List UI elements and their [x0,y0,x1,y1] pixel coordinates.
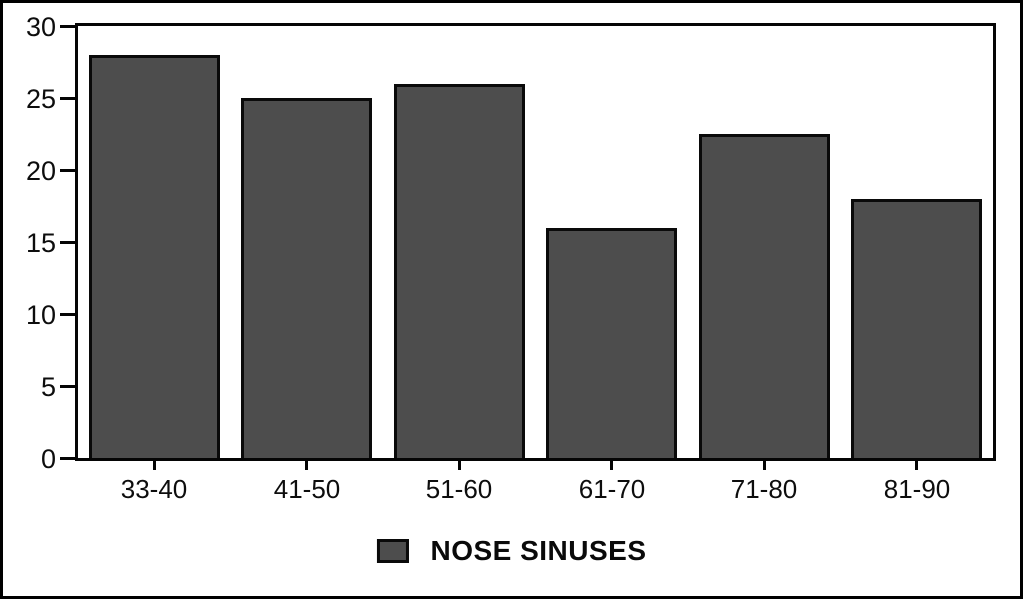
plot-area: 0 5 10 15 20 25 30 33-40 41-50 51-60 61-70 71-80 81-… [26,14,996,502]
y-tick-mark-25 [60,97,75,100]
y-tick-mark-15 [60,241,75,244]
legend-label: NOSE SINUSES [430,535,647,566]
bar-51-60 [394,84,525,458]
bar-61-70 [546,228,677,458]
y-tick-label-5: 5 [40,372,56,402]
x-tick-mark-61-70 [610,461,613,470]
x-tick-label-81-90: 81-90 [883,474,951,504]
x-tick-mark-33-40 [153,461,156,470]
y-tick-label-10: 10 [25,300,56,330]
bar-71-80 [699,134,830,458]
bar-33-40 [89,55,220,458]
y-tick-mark-5 [60,385,75,388]
y-tick-mark-20 [60,169,75,172]
y-tick-label-0: 0 [40,444,56,474]
x-tick-label-61-70: 61-70 [578,474,646,504]
x-tick-mark-71-80 [763,461,766,470]
y-tick-mark-30 [60,25,75,28]
legend: NOSE SINUSES [376,537,646,565]
x-tick-mark-81-90 [915,461,918,470]
x-tick-label-51-60: 51-60 [425,474,493,504]
legend-swatch-icon [376,539,409,563]
y-tick-label-30: 30 [25,12,56,42]
x-tick-label-71-80: 71-80 [730,474,798,504]
bar-41-50 [241,98,372,458]
y-tick-label-25: 25 [25,84,56,114]
y-tick-mark-0 [60,457,75,460]
x-tick-label-41-50: 41-50 [273,474,341,504]
y-tick-mark-10 [60,313,75,316]
y-tick-label-20: 20 [25,156,56,186]
x-tick-mark-41-50 [305,461,308,470]
bar-81-90 [851,199,982,458]
y-tick-label-15: 15 [25,228,56,258]
x-tick-label-33-40: 33-40 [120,474,188,504]
x-tick-mark-51-60 [458,461,461,470]
